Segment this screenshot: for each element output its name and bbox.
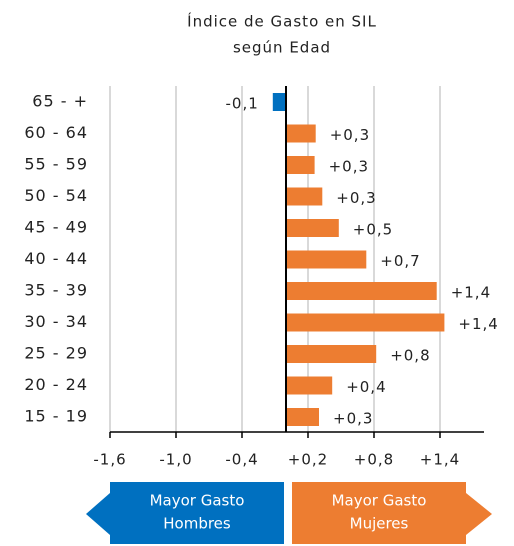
y-tick-label: 50 - 54 <box>24 186 88 205</box>
bar <box>286 313 445 332</box>
y-tick-label: 15 - 19 <box>24 407 88 426</box>
y-tick-label: 25 - 29 <box>24 344 88 363</box>
bar <box>286 187 323 206</box>
left-label: Hombres <box>163 515 231 533</box>
right-box <box>292 482 466 544</box>
y-tick-label: 65 - + <box>32 92 88 111</box>
y-tick-label: 60 - 64 <box>24 123 88 142</box>
bar <box>272 93 286 111</box>
bar <box>286 219 339 237</box>
x-tick-label: +0,2 <box>288 451 328 469</box>
chart-title: según Edad <box>233 39 331 57</box>
value-label: +0,5 <box>353 221 393 239</box>
value-label: +0,3 <box>333 410 373 428</box>
value-label: +0,7 <box>380 252 420 270</box>
value-label: +1,4 <box>451 284 491 302</box>
y-tick-label: 35 - 39 <box>24 281 88 300</box>
right-label: Mujeres <box>350 515 409 533</box>
value-label: +0,3 <box>329 158 369 176</box>
value-label: +0,3 <box>336 189 376 207</box>
y-tick-label: 20 - 24 <box>24 375 88 394</box>
left-box <box>110 482 284 544</box>
left-arrow <box>86 493 110 535</box>
right-arrow <box>466 493 492 535</box>
x-tick-label: +1,4 <box>420 451 460 469</box>
y-tick-label: 45 - 49 <box>24 218 88 237</box>
x-tick-label: -1,0 <box>159 451 192 469</box>
value-label: +0,8 <box>390 347 430 365</box>
bar <box>286 250 367 269</box>
value-label: +0,4 <box>346 378 386 396</box>
bar <box>286 376 333 395</box>
x-tick-label: +0,8 <box>354 451 394 469</box>
bar <box>286 282 437 300</box>
left-label: Mayor Gasto <box>150 492 245 510</box>
y-tick-label: 30 - 34 <box>24 312 88 331</box>
bar <box>286 345 377 363</box>
value-label: -0,1 <box>226 95 259 113</box>
chart-title: Índice de Gasto en SIL <box>187 12 377 31</box>
bar <box>286 156 315 174</box>
x-tick-label: -0,4 <box>225 451 258 469</box>
bar <box>286 124 316 143</box>
right-label: Mayor Gasto <box>332 492 427 510</box>
x-tick-label: -1,6 <box>93 451 126 469</box>
y-tick-label: 40 - 44 <box>24 249 88 268</box>
value-label: +1,4 <box>458 315 498 333</box>
bar <box>286 408 319 426</box>
y-tick-label: 55 - 59 <box>24 155 88 174</box>
value-label: +0,3 <box>330 126 370 144</box>
